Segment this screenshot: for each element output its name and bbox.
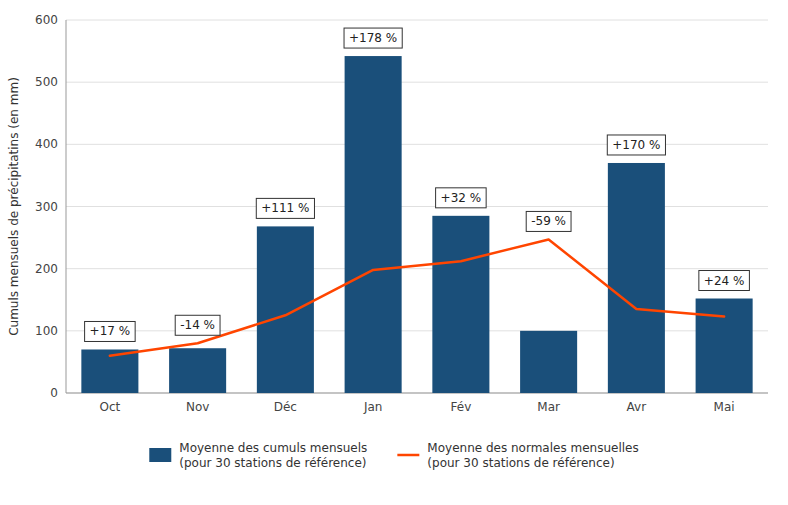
legend-label-line: Moyenne des cumuls mensuels: [179, 441, 367, 455]
marks: [81, 56, 752, 393]
annotation: +111 %: [256, 198, 314, 218]
y-tick-label: 0: [50, 386, 58, 400]
annotation-text: +32 %: [441, 191, 482, 205]
annotation: -14 %: [175, 315, 220, 335]
annotation-box: [526, 211, 571, 231]
annotation: +24 %: [699, 271, 750, 291]
x-tick-label: Mar: [537, 400, 560, 414]
annotation: +170 %: [607, 135, 665, 155]
legend-label: Moyenne des normales mensuelles(pour 30 …: [427, 441, 638, 470]
bar: [520, 331, 577, 393]
chart: 0 100 200 300 400 500 600 Oct Nov Déc Jan Fév Mar Avr…: [0, 0, 788, 505]
legend-item: Moyenne des normales mensuelles(pour 30 …: [397, 441, 638, 470]
legend-label-line: (pour 30 stations de référence): [179, 456, 366, 470]
annotation-text: -59 %: [531, 214, 566, 228]
annotation-box: [607, 135, 665, 155]
annotation: +17 %: [85, 321, 136, 341]
annotation-text: +111 %: [261, 201, 309, 215]
grid: [66, 20, 768, 393]
y-tick-label: 500: [35, 75, 58, 89]
legend-swatch: [397, 454, 419, 457]
legend-item: Moyenne des cumuls mensuels(pour 30 stat…: [149, 441, 367, 470]
grid-line: [66, 82, 768, 83]
grid-line: [66, 20, 768, 21]
x-tick-label: Oct: [100, 400, 121, 414]
annotation: +32 %: [436, 188, 487, 208]
bar: [169, 348, 226, 393]
x-tick-label: Fév: [451, 400, 472, 414]
x-tick-label: Mai: [714, 400, 735, 414]
bar: [257, 226, 314, 393]
annotation-text: +24 %: [704, 274, 745, 288]
bar: [432, 216, 489, 393]
x-tick-label: Nov: [186, 400, 209, 414]
annotation-box: [256, 198, 314, 218]
legend-swatch: [149, 448, 171, 462]
annotation-text: +170 %: [612, 138, 660, 152]
annotation-text: -14 %: [180, 318, 215, 332]
annotation-box: [175, 315, 220, 335]
annotation-text: +17 %: [90, 324, 131, 338]
y-axis-line: [66, 20, 67, 393]
y-tick-label: 100: [35, 324, 58, 338]
y-tick-label: 300: [35, 200, 58, 214]
y-tick-label: 200: [35, 262, 58, 276]
annotation-text: +178 %: [349, 31, 397, 45]
legend: Moyenne des cumuls mensuels(pour 30 stat…: [149, 441, 638, 470]
bar: [696, 299, 753, 393]
y-tick-label: 400: [35, 137, 58, 151]
annotation: +178 %: [344, 28, 402, 48]
x-tick-label: Avr: [627, 400, 647, 414]
annotation-box: [436, 188, 487, 208]
legend-label-line: Moyenne des normales mensuelles: [427, 441, 638, 455]
annotation: -59 %: [526, 211, 571, 231]
annotation-box: [699, 271, 750, 291]
y-axis-label: Cumuls mensuels de précipitatins (en mm): [7, 77, 21, 336]
x-tick-label: Jan: [363, 400, 383, 414]
bar: [345, 56, 402, 393]
annotation-box: [85, 321, 136, 341]
x-tick-label: Déc: [274, 400, 297, 414]
annotations: +17 % -14 % +111 % +178 % +32 % -59 % +170 % +2…: [85, 28, 750, 341]
legend-label: Moyenne des cumuls mensuels(pour 30 stat…: [179, 441, 367, 470]
annotation-box: [344, 28, 402, 48]
y-tick-label: 600: [35, 13, 58, 27]
bar: [608, 163, 665, 393]
chart-container: 0 100 200 300 400 500 600 Oct Nov Déc Jan Fév Mar Avr…: [0, 0, 788, 505]
line: [110, 239, 724, 355]
legend-label-line: (pour 30 stations de référence): [427, 456, 614, 470]
